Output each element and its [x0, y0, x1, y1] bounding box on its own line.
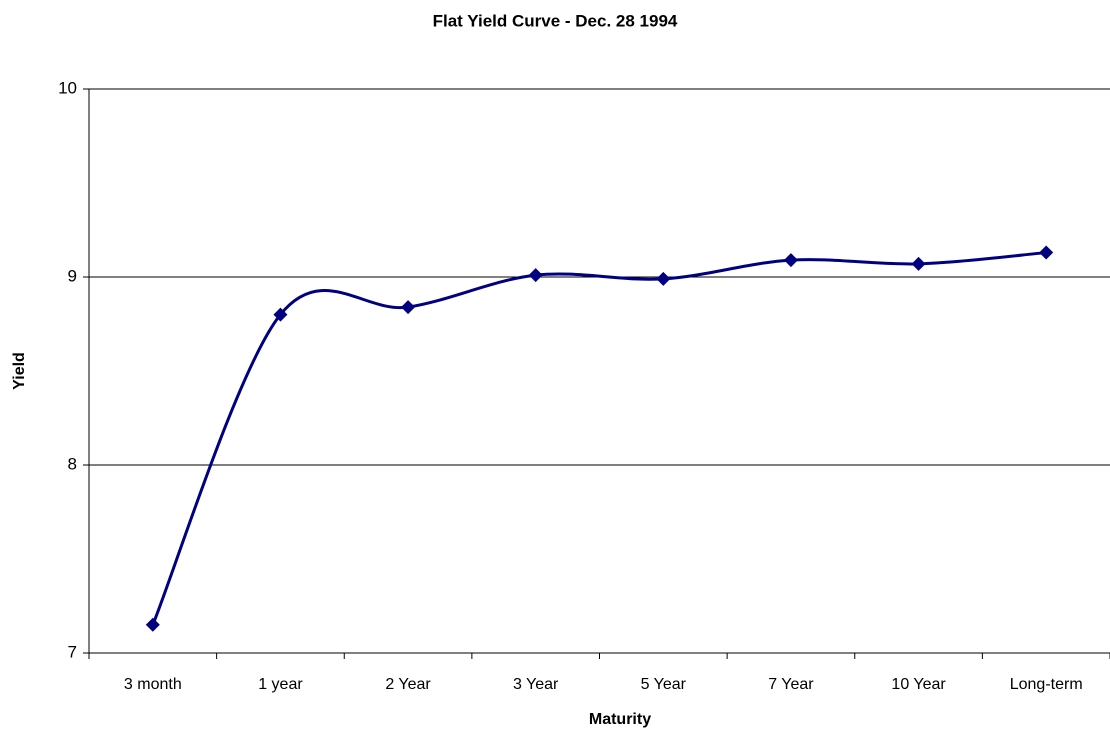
y-tick-label: 8: [68, 454, 77, 473]
point-marker: [528, 268, 543, 283]
point-marker: [783, 253, 798, 268]
point-marker: [1039, 245, 1054, 260]
point-marker: [911, 256, 926, 271]
chart-title: Flat Yield Curve - Dec. 28 1994: [433, 11, 678, 30]
x-axis-label: Maturity: [589, 711, 651, 728]
x-tick-label: 10 Year: [891, 676, 946, 693]
y-tick-label: 10: [58, 78, 77, 97]
x-tick-label: 7 Year: [768, 676, 814, 693]
x-tick-label: 3 Year: [513, 676, 559, 693]
y-axis-label: Yield: [11, 352, 28, 390]
point-marker: [145, 617, 160, 632]
y-tick-label: 7: [68, 642, 77, 661]
series-line: [151, 251, 1047, 626]
x-tick-label: 5 Year: [641, 676, 687, 693]
point-marker: [273, 307, 288, 322]
x-tick-label: 1 year: [258, 676, 303, 693]
x-tick-label: Long-term: [1010, 676, 1083, 693]
x-tick-label: 3 month: [124, 676, 182, 693]
point-marker: [401, 300, 416, 315]
x-tick-label: 2 Year: [385, 676, 431, 693]
point-marker: [656, 271, 671, 286]
y-tick-label: 9: [68, 266, 77, 285]
